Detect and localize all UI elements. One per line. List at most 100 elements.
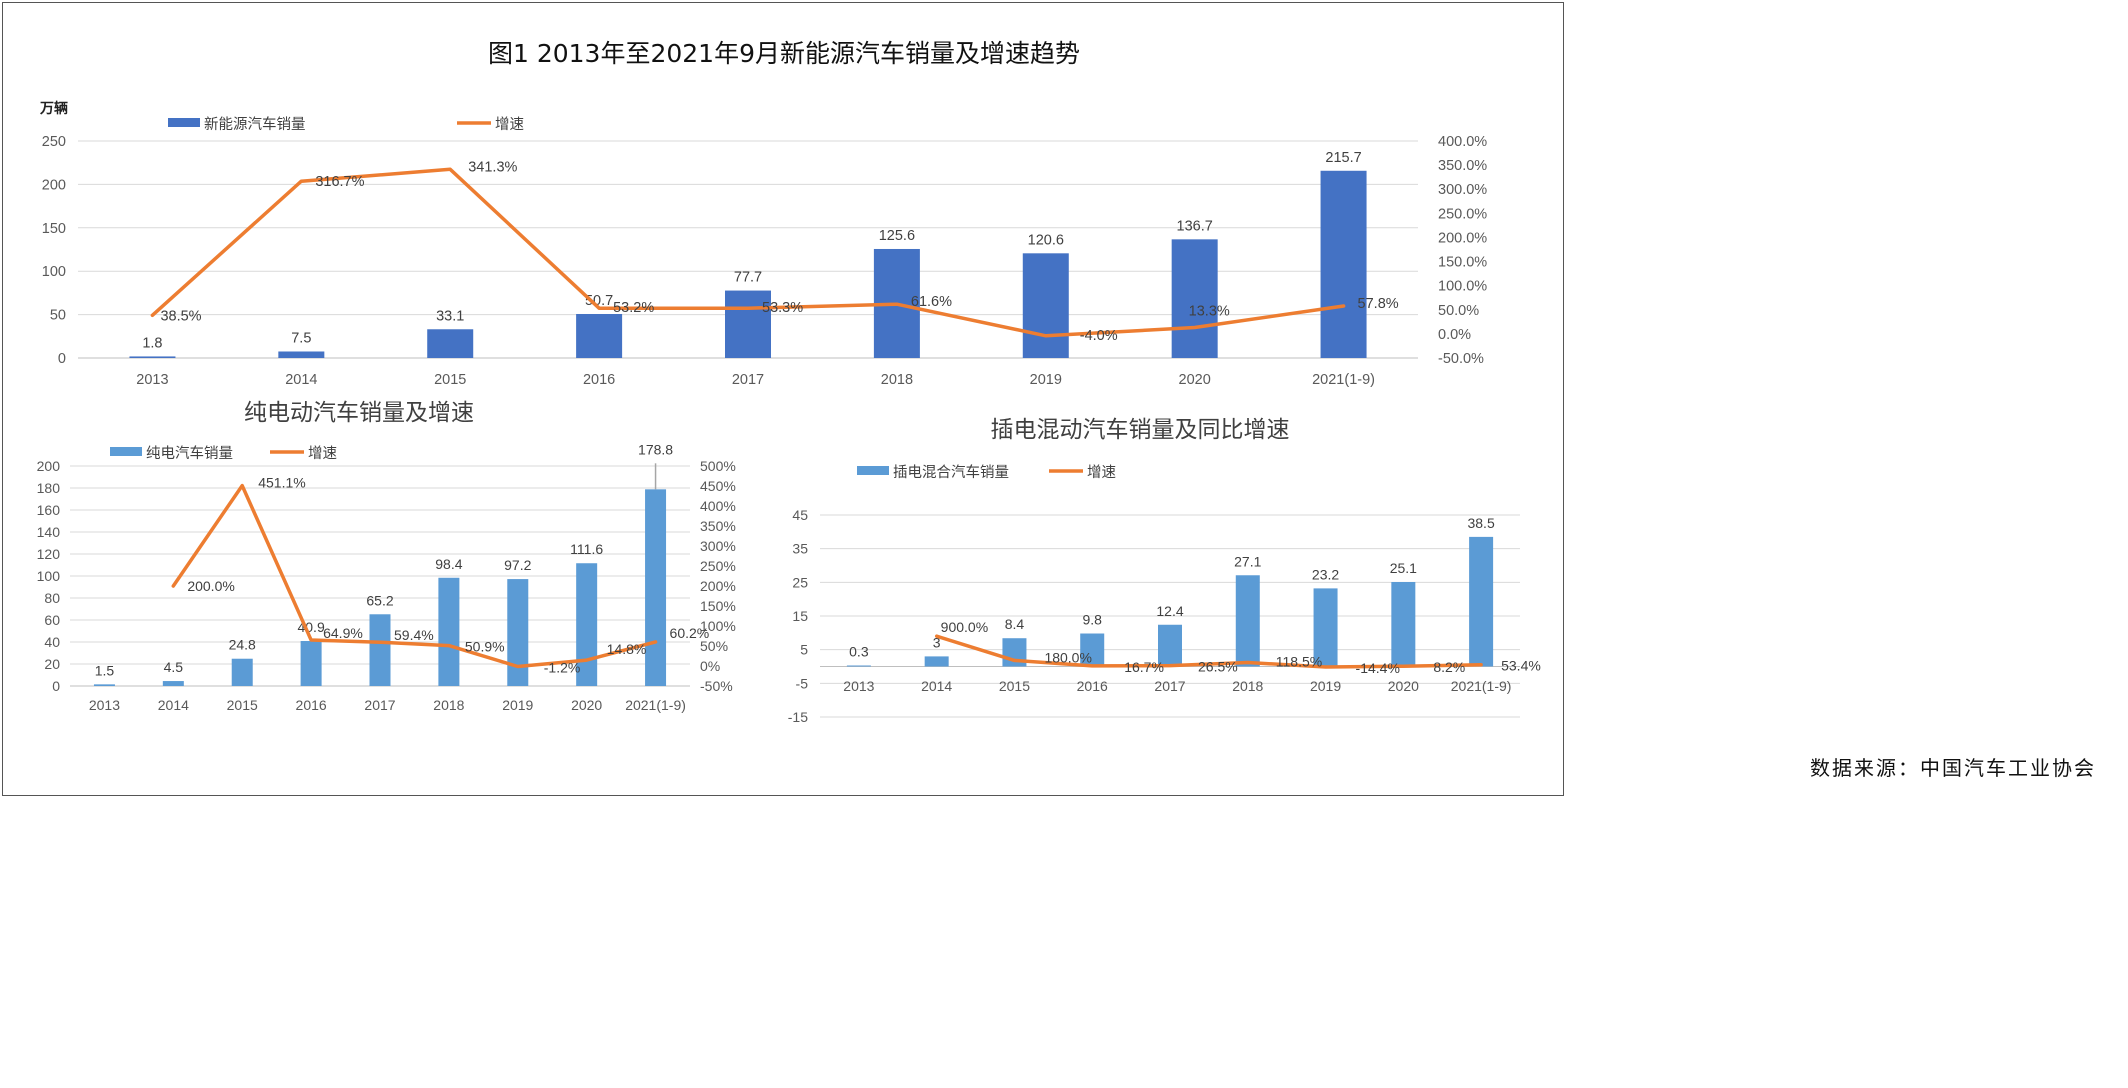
bar <box>93 684 115 686</box>
y2-tick-label: 350% <box>700 518 736 534</box>
bar <box>231 658 253 686</box>
x-tick-label: 2021(1-9) <box>1451 678 1512 694</box>
bar-data-label: 25.1 <box>1390 560 1417 576</box>
bar <box>725 290 771 358</box>
bar-data-label: 27.1 <box>1234 553 1261 569</box>
x-tick-label: 2018 <box>1232 678 1263 694</box>
y-tick-label: 25 <box>792 574 808 590</box>
bar-data-label: 3 <box>933 634 941 650</box>
bar <box>1235 575 1260 667</box>
bar-data-label: 215.7 <box>1325 150 1361 166</box>
x-tick-label: 2021(1-9) <box>625 697 686 713</box>
y2-tick-label: 100.0% <box>1438 279 1487 295</box>
y-tick-label: 250 <box>42 134 66 150</box>
line-data-label: 13.3% <box>1189 303 1230 319</box>
legend-bar-swatch <box>110 447 142 456</box>
line-data-label: 16.7% <box>1124 659 1164 675</box>
x-tick-label: 2020 <box>1179 372 1211 388</box>
y2-tick-label: 300% <box>700 538 736 554</box>
y2-tick-label: 150.0% <box>1438 255 1487 271</box>
y-tick-label: 15 <box>792 608 808 624</box>
y-tick-label: 0 <box>58 351 66 367</box>
x-tick-label: 2018 <box>433 697 464 713</box>
line-data-label: 26.5% <box>1198 659 1238 675</box>
line-data-label: -14.4% <box>1356 660 1400 676</box>
bev-sales-chart: 纯电动汽车销量及增速 0 20 40 60 80 100 120 140 160 180 200 -50… <box>37 399 736 713</box>
bar <box>924 656 949 667</box>
x-tick-label: 2015 <box>227 697 258 713</box>
bar <box>1171 239 1218 358</box>
bar-data-label: 120.6 <box>1028 232 1064 248</box>
y-tick-label: -5 <box>796 675 809 691</box>
chart-title: 纯电动汽车销量及增速 <box>244 399 474 425</box>
line-data-label: -1.2% <box>544 659 581 675</box>
bar <box>1313 588 1338 667</box>
legend-bar-label: 纯电汽车销量 <box>146 445 233 462</box>
y2-tick-label: 150% <box>700 598 736 614</box>
y2-tick-label: 200% <box>700 578 736 594</box>
growth-line <box>150 167 1346 338</box>
bar <box>576 313 623 358</box>
line-data-label: 900.0% <box>941 619 988 635</box>
line-data-label: 50.9% <box>465 639 505 655</box>
bar-data-label: 8.4 <box>1005 616 1025 632</box>
bar-data-label: 7.5 <box>291 330 311 346</box>
line-data-label: 118.5% <box>1276 654 1322 670</box>
y-tick-label: 200 <box>37 458 61 474</box>
legend-bar-swatch <box>857 466 889 475</box>
line-data-label: 53.4% <box>1501 658 1541 674</box>
line-data-label: 316.7% <box>315 174 364 190</box>
bar-data-label: 50.7 <box>585 293 613 309</box>
bar <box>576 563 598 686</box>
y2-tick-label: 500% <box>700 458 736 474</box>
line-data-label: 59.4% <box>394 627 434 643</box>
line-data-label: -4.0% <box>1080 328 1118 344</box>
bar-data-label: 9.8 <box>1082 612 1102 628</box>
line-data-label: 64.9% <box>323 625 363 641</box>
data-source-note: 数据来源：中国汽车工业协会 <box>1810 756 2096 780</box>
bar-data-label: 0.3 <box>849 643 869 659</box>
y2-tick-label: 300.0% <box>1438 182 1487 198</box>
bar <box>507 579 529 686</box>
x-tick-label: 2015 <box>434 372 466 388</box>
legend-line-label: 增速 <box>495 116 524 133</box>
bar-data-label: 38.5 <box>1467 515 1494 531</box>
y-tick-label: 180 <box>37 480 61 496</box>
bar-data-label: 1.5 <box>95 662 115 678</box>
y2-tick-label: -50% <box>700 678 733 694</box>
bar-data-label: 1.8 <box>142 335 162 351</box>
y2-tick-label: 0.0% <box>1438 327 1471 343</box>
bar-data-label: 125.6 <box>879 228 915 244</box>
y2-tick-label: 0% <box>700 658 720 674</box>
y2-tick-label: 250% <box>700 558 736 574</box>
x-tick-label: 2020 <box>571 697 602 713</box>
y2-tick-label: 50% <box>700 638 728 654</box>
line-data-label: 38.5% <box>160 308 201 324</box>
y2-tick-label: 400% <box>700 498 736 514</box>
figure-title: 图1 2013年至2021年9月新能源汽车销量及增速趋势 <box>487 39 1080 68</box>
x-tick-label: 2015 <box>999 678 1030 694</box>
y-axis-unit: 万辆 <box>39 100 68 116</box>
y-tick-label: 0 <box>52 678 60 694</box>
y-tick-label: 60 <box>44 612 60 628</box>
x-tick-label: 2013 <box>843 678 874 694</box>
bar-data-label: 111.6 <box>570 541 603 557</box>
line-data-label: 8.2% <box>1433 659 1465 675</box>
y2-tick-label: 200.0% <box>1438 230 1487 246</box>
y-tick-label: 35 <box>792 541 808 557</box>
y-tick-label: -15 <box>788 709 808 725</box>
x-tick-label: 2018 <box>881 372 913 388</box>
x-tick-label: 2019 <box>1030 372 1062 388</box>
line-data-label: 53.3% <box>762 300 803 316</box>
bar <box>129 356 176 358</box>
x-tick-label: 2014 <box>285 372 317 388</box>
bar-data-label: 65.2 <box>366 592 393 608</box>
y2-tick-label: 450% <box>700 478 736 494</box>
x-tick-label: 2013 <box>89 697 120 713</box>
bar <box>278 351 325 358</box>
bar <box>1320 170 1367 358</box>
y-tick-label: 150 <box>42 221 66 237</box>
x-tick-label: 2013 <box>136 372 168 388</box>
legend-line-label: 增速 <box>308 445 337 462</box>
y-tick-label: 50 <box>50 308 66 324</box>
